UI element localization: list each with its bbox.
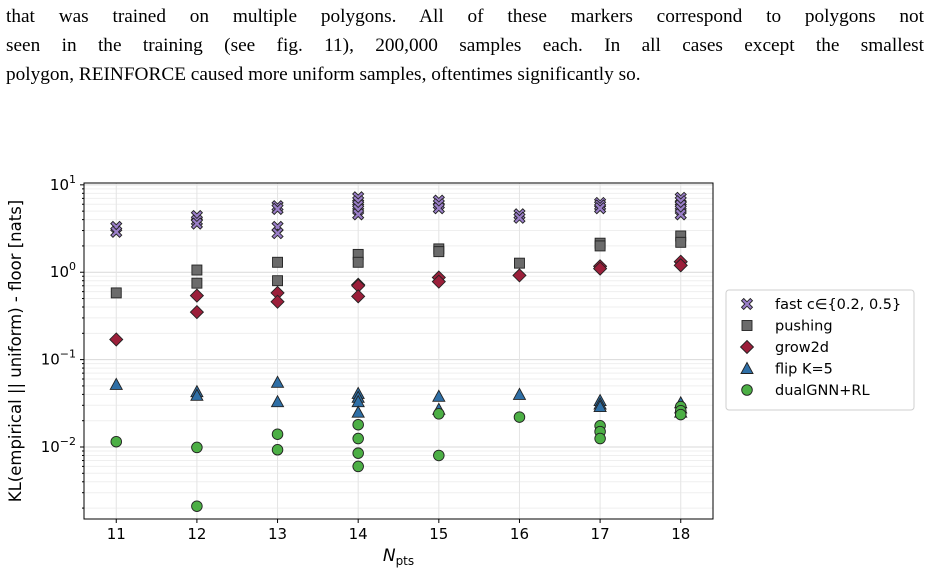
data-point: [352, 418, 364, 431]
data-point: [433, 246, 445, 258]
data-point: [675, 236, 687, 248]
data-point: [110, 287, 122, 299]
y-tick-exponent: −2: [60, 435, 76, 448]
data-point: [512, 387, 527, 400]
data-point: [272, 256, 283, 268]
data-point: [514, 257, 525, 269]
legend: fast c∈{0.2, 0.5} pushing grow2d flip K=5 du…: [725, 289, 915, 411]
data-point: [674, 208, 687, 221]
data-point: [189, 288, 205, 303]
data-point: [191, 441, 203, 454]
y-tick-label: 100: [50, 260, 76, 281]
data-point: [593, 399, 607, 413]
paragraph-line: polygon, REINFORCE caused more uniform s…: [6, 64, 641, 85]
x-tick-label: 12: [187, 525, 206, 543]
grid-lines: [84, 183, 713, 519]
data-point: [433, 408, 445, 420]
data-point: [352, 460, 364, 473]
y-tick-label: 10−1: [41, 348, 76, 369]
data-point: [189, 304, 205, 320]
y-tick-base: 10: [50, 176, 69, 194]
data-point: [592, 261, 608, 276]
data-point: [593, 202, 607, 215]
data-point: [351, 289, 366, 304]
x-tick-label: 18: [671, 525, 690, 543]
data-point: [191, 500, 203, 512]
legend-marker: [741, 384, 753, 396]
legend-marker: [741, 320, 753, 331]
data-point: [271, 202, 284, 216]
y-tick-label: 10−2: [41, 435, 76, 456]
data-point: [271, 227, 284, 240]
legend-label: flip K=5: [775, 362, 833, 378]
data-point: [109, 377, 124, 390]
data-point: [594, 432, 606, 445]
y-tick-label: 101: [50, 173, 76, 194]
x-tick-label: 14: [349, 525, 368, 543]
data-point: [351, 405, 365, 418]
y-tick-base: 10: [50, 263, 69, 281]
paragraph-line: seen in the training (see fig. 11), 200,…: [6, 35, 924, 56]
plot-frame: [83, 182, 714, 520]
x-axis-label-main: N: [383, 546, 396, 566]
data-point: [352, 447, 364, 459]
legend-marker: [740, 361, 754, 374]
data-point: [190, 217, 204, 230]
data-point: [271, 444, 284, 456]
legend-label: grow2d: [775, 340, 829, 356]
legend-label: dualGNN+RL: [775, 383, 870, 399]
x-axis-label-subscript: pts: [396, 554, 415, 568]
data-point: [352, 208, 365, 221]
y-tick-base: 10: [41, 438, 60, 456]
data-point: [109, 332, 124, 347]
data-point: [513, 211, 526, 224]
data-point: [270, 294, 285, 309]
x-tick-label: 16: [510, 525, 529, 543]
y-tick-exponent: 0: [69, 260, 76, 273]
x-tick-label: 17: [591, 525, 610, 543]
data-point: [191, 277, 203, 289]
body-paragraph: that was trained on multiple polygons. A…: [6, 2, 924, 89]
data-point: [433, 449, 445, 462]
data-point: [431, 274, 446, 289]
x-tick-label: 13: [268, 525, 287, 543]
data-point: [190, 388, 204, 401]
data-point: [513, 411, 526, 423]
data-point: [272, 275, 283, 287]
legend-label: pushing: [775, 319, 833, 335]
data-point: [352, 256, 364, 268]
data-point: [594, 240, 606, 252]
legend-box: [725, 289, 915, 411]
data-point: [110, 435, 123, 448]
data-point: [110, 225, 123, 238]
y-tick-exponent: −1: [60, 348, 76, 361]
data-point: [191, 264, 203, 276]
legend-marker: [739, 339, 755, 355]
data-point: [674, 408, 687, 421]
data-point: [271, 428, 284, 440]
y-axis-label: KL(empirical || uniform) - floor [nats]: [6, 200, 25, 502]
x-axis-label: Npts: [383, 546, 414, 568]
x-tick-label: 11: [107, 525, 126, 543]
data-point: [270, 375, 285, 388]
x-tick-label: 15: [429, 525, 448, 543]
legend-label: fast c∈{0.2, 0.5}: [775, 297, 901, 313]
data-point: [673, 258, 688, 273]
paragraph-line: that was trained on multiple polygons. A…: [6, 6, 924, 27]
legend-marker: [740, 297, 754, 311]
data-point: [432, 202, 445, 215]
y-tick-exponent: 1: [69, 173, 76, 186]
data-point: [432, 389, 446, 402]
data-point: [270, 394, 285, 408]
data-point: [512, 268, 527, 283]
y-tick-base: 10: [41, 351, 60, 369]
data-point: [352, 432, 364, 445]
data-points: [109, 191, 688, 512]
